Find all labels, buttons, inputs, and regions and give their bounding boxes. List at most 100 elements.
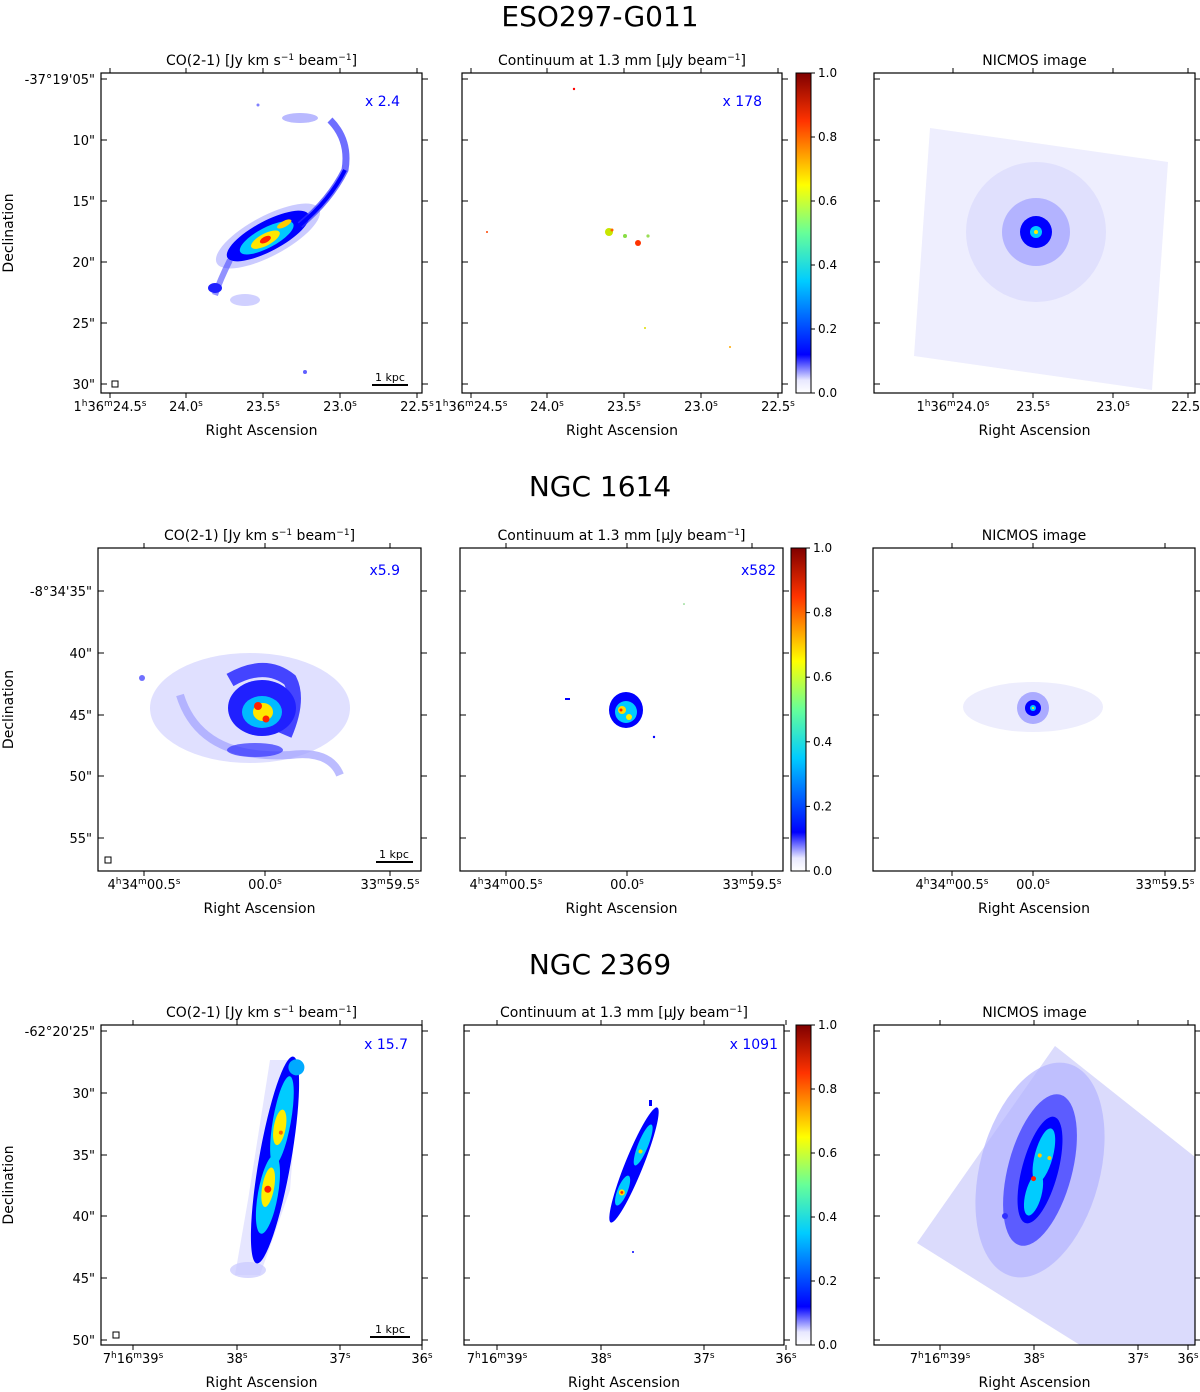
- galaxy-title-ngc2369: NGC 2369: [528, 948, 672, 981]
- eso297-colorbar: [795, 72, 812, 394]
- ngc1614-co-scale: x5.9: [369, 563, 400, 579]
- row1-dec-tick-label: 25": [72, 317, 95, 332]
- row3-colorbar-tick-label: 1.0: [818, 1018, 837, 1032]
- row1-cont-ra-tick-label: 23.0s: [684, 399, 718, 415]
- ngc1614-cont-image: [565, 603, 685, 739]
- eso297-cont-scale: x 178: [723, 94, 762, 110]
- row3-cont-xlabel: Right Ascension: [568, 1375, 680, 1391]
- row3-nicmos-title: NICMOS image: [982, 1005, 1086, 1021]
- row1-colorbar-tick-label: 0.6: [818, 194, 837, 208]
- row1-co-ra-tick-label: 22.5s: [400, 399, 434, 415]
- row3-cont-title: Continuum at 1.3 mm [μJy beam−1]: [500, 1005, 748, 1021]
- row2-colorbar-tick-label: 1.0: [813, 541, 832, 555]
- ngc1614-co-beam: [104, 856, 112, 864]
- row1-colorbar-tick-label: 1.0: [818, 66, 837, 80]
- row3-cont-ra-tick-label: 37s: [693, 1351, 715, 1367]
- row3-colorbar-tick-label: 0.0: [818, 1338, 837, 1352]
- row1-co-ra-tick-label: 23.0s: [323, 399, 357, 415]
- row2-nic-ra-tick-label: 4h34m00.5s: [916, 877, 989, 893]
- row2-co-title: CO(2-1) [Jy km s−1 beam−1]: [164, 528, 355, 544]
- galaxy-title-eso297: ESO297-G011: [501, 0, 699, 33]
- row1-colorbar-tick-label: 0.2: [818, 322, 837, 336]
- row1-colorbar-tick-label: 0.4: [818, 258, 837, 272]
- row3-co-ra-tick-label: 37s: [329, 1351, 351, 1367]
- row2-ylabel: Declination: [1, 670, 17, 749]
- ngc1614-colorbar: [790, 547, 807, 872]
- row1-cont-ra-tick-label: 23.5s: [607, 399, 641, 415]
- row1-nic-ra-tick-label: 1h36m24.0s: [917, 399, 990, 415]
- row1-cont-ra-tick-label: 24.0s: [530, 399, 564, 415]
- row2-nicmos-title: NICMOS image: [982, 528, 1086, 544]
- ngc2369-co-beam: [112, 1331, 120, 1339]
- ngc2369-co-frame: [100, 1024, 423, 1346]
- ngc2369-nicmos-image: [917, 1046, 1195, 1345]
- row3-nic-ra-tick-label: 7h16m39s: [910, 1351, 971, 1367]
- row3-co-ra-tick-label: 7h16m39s: [103, 1351, 164, 1367]
- row3-nic-ra-tick-label: 37s: [1127, 1351, 1149, 1367]
- row3-dec-tick-label: 45": [72, 1272, 95, 1287]
- row2-co-ra-tick-label: 00.0s: [248, 877, 282, 893]
- row3-cont-ra-tick-label: 36s: [775, 1351, 797, 1367]
- row3-dec-tick-label: 35": [72, 1149, 95, 1164]
- row3-co-ra-tick-label: 38s: [226, 1351, 248, 1367]
- row3-cont-ra-tick-label: 38s: [590, 1351, 612, 1367]
- ngc2369-cont-frame: [463, 1024, 785, 1346]
- row1-dec-tick-label: 20": [72, 256, 95, 271]
- eso297-cont-frame: [461, 72, 783, 394]
- row2-nic-xlabel: Right Ascension: [978, 901, 1090, 917]
- ngc1614-nicmos-frame: [872, 547, 1196, 872]
- row1-co-ra-tick-label: 1h36m24.5s: [74, 399, 147, 415]
- ngc2369-colorbar: [795, 1024, 812, 1346]
- ngc1614-cont-scale: x582: [741, 563, 776, 579]
- row3-dec-tick-label: 40": [72, 1210, 95, 1225]
- row2-colorbar-tick-label: 0.8: [813, 606, 832, 620]
- row1-dec-tick-label: 30": [72, 378, 95, 393]
- row2-colorbar-tick-label: 0.6: [813, 670, 832, 684]
- row3-nic-xlabel: Right Ascension: [979, 1375, 1091, 1391]
- row1-cont-title: Continuum at 1.3 mm [μJy beam−1]: [498, 53, 746, 69]
- row3-dec-tick-label: -62°20'25": [25, 1025, 95, 1040]
- row2-cont-title: Continuum at 1.3 mm [μJy beam−1]: [498, 528, 746, 544]
- row1-co-ra-tick-label: 23.5s: [246, 399, 280, 415]
- row2-colorbar-tick-label: 0.4: [813, 735, 832, 749]
- row1-colorbar-tick-label: 0.8: [818, 130, 837, 144]
- eso297-co-frame: [100, 72, 423, 394]
- ngc2369-co-scale: x 15.7: [364, 1037, 408, 1053]
- row3-dec-tick-label: 50": [72, 1334, 95, 1349]
- ngc2369-co-image: [230, 1056, 305, 1278]
- ngc2369-cont-image: [609, 1100, 659, 1253]
- row3-co-ra-tick-label: 36s: [411, 1351, 433, 1367]
- ngc1614-co-image: [139, 653, 350, 777]
- eso297-nicmos-frame: [873, 72, 1196, 394]
- row2-colorbar-tick-label: 0.0: [813, 864, 832, 878]
- row1-nicmos-title: NICMOS image: [982, 53, 1086, 69]
- row1-cont-xlabel: Right Ascension: [566, 423, 678, 439]
- eso297-co-beam: [111, 380, 119, 388]
- row1-nic-ra-tick-label: 22.5s: [1171, 399, 1200, 415]
- row2-colorbar-tick-label: 0.2: [813, 799, 832, 813]
- row2-dec-tick-label: 45": [69, 709, 92, 724]
- ngc1614-nicmos-image: [963, 682, 1103, 732]
- row3-cont-ra-tick-label: 7h16m39s: [467, 1351, 528, 1367]
- row2-cont-ra-tick-label: 00.0s: [610, 877, 644, 893]
- eso297-cont-image: [486, 87, 731, 348]
- eso297-co-image: [208, 103, 350, 374]
- row2-co-ra-tick-label: 33m59.5s: [361, 877, 420, 893]
- row1-dec-tick-label: 15": [72, 195, 95, 210]
- row2-cont-xlabel: Right Ascension: [566, 901, 678, 917]
- row1-co-ra-tick-label: 24.0s: [169, 399, 203, 415]
- row3-dec-tick-label: 30": [72, 1087, 95, 1102]
- ngc1614-co-frame: [97, 547, 422, 872]
- row1-co-xlabel: Right Ascension: [206, 423, 318, 439]
- ngc2369-cont-scale: x 1091: [730, 1037, 778, 1053]
- row3-colorbar-tick-label: 0.6: [818, 1146, 837, 1160]
- row2-nic-ra-tick-label: 33m59.5s: [1136, 877, 1195, 893]
- row2-dec-tick-label: -8°34'35": [30, 585, 92, 600]
- row1-nic-ra-tick-label: 23.0s: [1096, 399, 1130, 415]
- row1-dec-tick-label: -37°19'05": [25, 73, 95, 88]
- row1-dec-tick-label: 10": [72, 134, 95, 149]
- row1-ylabel: Declination: [1, 193, 17, 272]
- row3-colorbar-tick-label: 0.8: [818, 1082, 837, 1096]
- row2-nic-ra-tick-label: 00.0s: [1016, 877, 1050, 893]
